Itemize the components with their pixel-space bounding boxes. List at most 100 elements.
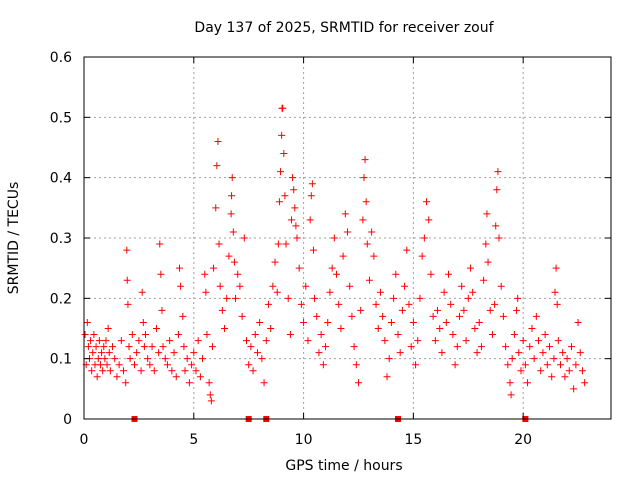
data-point (214, 137, 222, 145)
data-point (350, 343, 358, 351)
data-point (304, 337, 312, 345)
y-tick-label: 0.5 (50, 110, 72, 126)
data-point (483, 210, 491, 218)
data-point (203, 331, 211, 339)
data-point (449, 331, 457, 339)
x-tick-label: 10 (295, 432, 313, 448)
x-tick-label: 15 (404, 432, 422, 448)
data-point (155, 349, 163, 357)
data-point (403, 246, 411, 254)
data-point (499, 312, 507, 320)
data-point (359, 216, 367, 224)
data-point (494, 168, 502, 176)
data-point (93, 373, 101, 381)
data-point (141, 331, 149, 339)
data-point (401, 282, 409, 290)
data-point (292, 222, 300, 230)
data-point (515, 349, 523, 357)
data-point (176, 264, 184, 272)
data-point (225, 252, 233, 260)
data-point (185, 379, 193, 387)
x-axis-label: GPS time / hours (285, 458, 402, 474)
data-point (238, 312, 246, 320)
data-point (552, 264, 560, 272)
data-point (416, 294, 424, 302)
data-point (117, 337, 125, 345)
data-point (278, 131, 286, 139)
data-point (574, 318, 582, 326)
data-point (293, 234, 301, 242)
data-point (546, 343, 554, 351)
data-point (553, 300, 561, 308)
data-point (445, 270, 453, 278)
data-point (398, 306, 406, 314)
data-point (484, 258, 492, 266)
data-point (528, 325, 536, 332)
data-point (507, 391, 515, 399)
data-point (508, 355, 516, 363)
data-point (335, 300, 343, 308)
data-point (100, 343, 108, 351)
data-point (502, 343, 510, 351)
data-point (504, 361, 512, 369)
data-point (103, 361, 111, 369)
data-point (122, 379, 130, 387)
data-point (475, 318, 483, 326)
data-point (513, 306, 521, 314)
data-point (491, 300, 499, 308)
data-point (159, 343, 167, 351)
y-tick-label: 0 (63, 412, 72, 428)
data-point (480, 276, 488, 284)
data-point (333, 270, 341, 278)
data-point (179, 312, 187, 320)
data-point (174, 331, 182, 339)
data-point (548, 373, 556, 381)
data-point (436, 325, 444, 332)
data-point (166, 337, 174, 345)
data-point (381, 337, 389, 345)
data-point (152, 325, 160, 332)
data-point (326, 288, 334, 296)
data-point (221, 325, 229, 332)
data-point (370, 252, 378, 260)
data-point (308, 180, 316, 188)
axis-ticks (83, 56, 611, 420)
data-point (530, 355, 538, 363)
data-point (550, 355, 558, 363)
data-point (339, 252, 347, 260)
data-point (140, 343, 148, 351)
data-point (495, 234, 503, 242)
data-point (126, 355, 134, 363)
data-point (390, 294, 398, 302)
data-point (260, 379, 268, 387)
data-point (492, 222, 500, 230)
data-point (306, 216, 314, 224)
data-point (196, 373, 204, 381)
data-point (101, 355, 109, 363)
data-point (295, 264, 303, 272)
data-point (537, 367, 545, 375)
data-point (172, 373, 180, 381)
data-point (431, 337, 439, 345)
data-point (405, 300, 413, 308)
data-point (284, 294, 292, 302)
data-point (170, 349, 178, 357)
x-tick-label: 0 (80, 432, 89, 448)
y-tick-label: 0.6 (50, 50, 72, 66)
data-point (510, 331, 518, 339)
data-point (234, 270, 242, 278)
data-point (488, 331, 496, 339)
data-point (311, 294, 319, 302)
x-tick-label: 5 (189, 432, 198, 448)
data-point (363, 240, 371, 248)
data-point (442, 318, 450, 326)
data-point (521, 361, 529, 369)
data-point (460, 306, 468, 314)
data-point (210, 264, 218, 272)
data-point (482, 240, 490, 248)
data-point (228, 174, 236, 182)
data-point (99, 367, 107, 375)
data-point (302, 282, 310, 290)
data-point (328, 264, 336, 272)
data-point (232, 294, 240, 302)
